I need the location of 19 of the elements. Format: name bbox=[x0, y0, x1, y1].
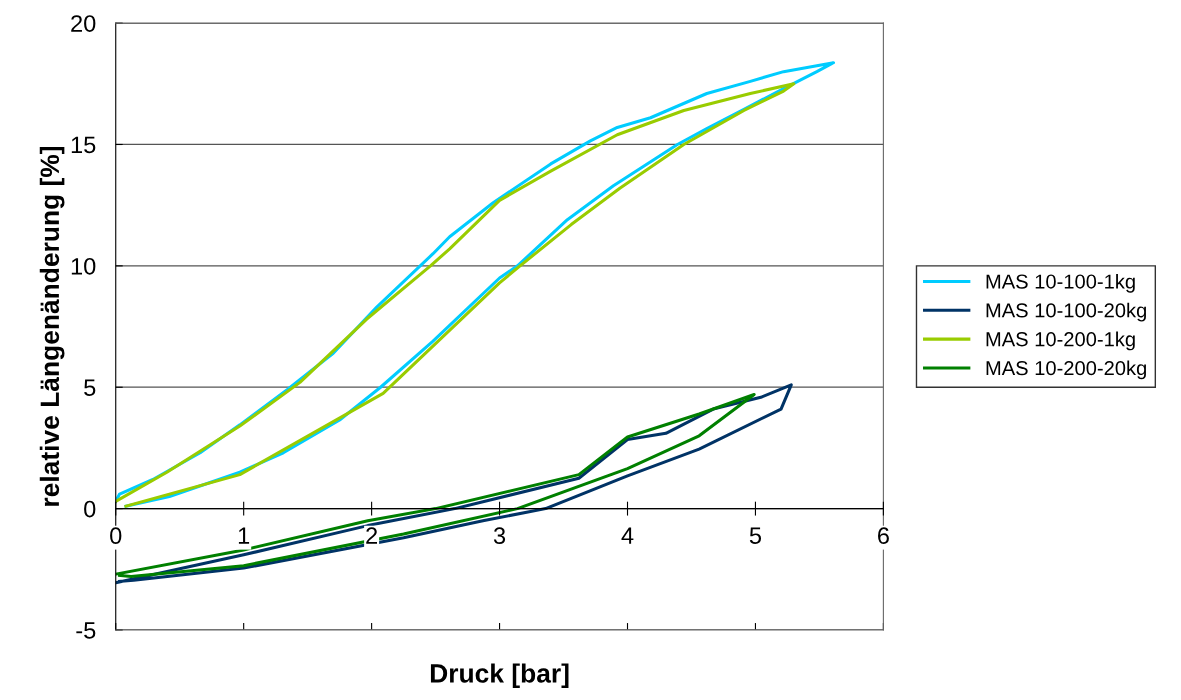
y-tick-label: 10 bbox=[71, 257, 96, 275]
x-axis-title: Druck [bar] bbox=[430, 663, 569, 688]
y-tick-label: 0 bbox=[84, 500, 96, 518]
x-tick-label: 6 bbox=[878, 527, 889, 545]
legend-label: MAS 10-200-1kg bbox=[986, 331, 1135, 351]
legend-label: MAS 10-200-20kg bbox=[986, 360, 1146, 380]
x-tick-label: 5 bbox=[749, 527, 762, 545]
x-tick-label: 4 bbox=[621, 527, 634, 544]
y-tick-label: -5 bbox=[76, 622, 96, 639]
x-tick-label: 0 bbox=[110, 527, 122, 545]
x-tick-label: 3 bbox=[493, 527, 506, 545]
y-tick-label: 5 bbox=[84, 379, 96, 397]
legend-label: MAS 10-100-1kg bbox=[986, 273, 1135, 293]
x-tick-label: 2 bbox=[366, 527, 377, 544]
y-tick-label: 15 bbox=[71, 136, 96, 154]
y-axis-title: relative Längenänderung [%] bbox=[39, 146, 65, 506]
y-tick-label: 20 bbox=[71, 15, 96, 32]
legend-label: MAS 10-100-20kg bbox=[986, 302, 1146, 322]
x-tick-label: 1 bbox=[238, 527, 250, 544]
